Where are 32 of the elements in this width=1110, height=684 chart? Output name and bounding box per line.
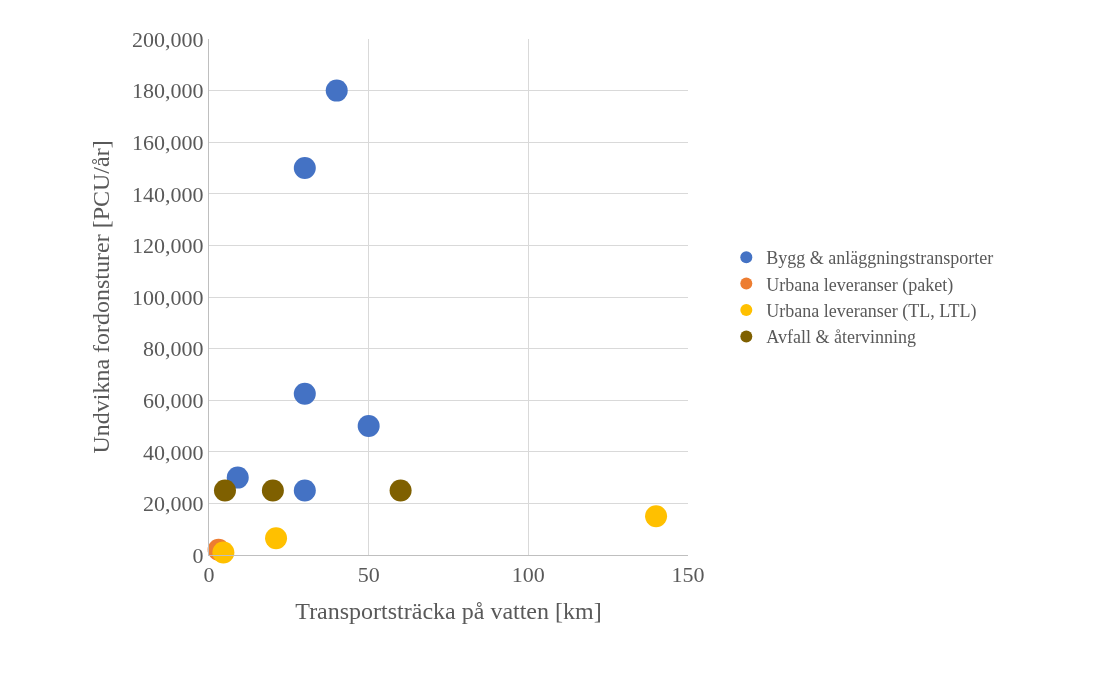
legend-label: Urbana leveranser (paket) — [766, 274, 954, 296]
y-tick-label: 180,000 — [132, 78, 204, 104]
x-axis-title: Transportsträcka på vatten [km] — [295, 597, 602, 624]
point — [265, 527, 288, 550]
legend-label: Urbana leveranser (TL, LTL) — [766, 301, 977, 323]
point — [261, 479, 284, 502]
y-tick-label: 100,000 — [132, 284, 204, 310]
point — [226, 466, 249, 489]
point — [645, 505, 668, 528]
y-tick-label: 120,000 — [132, 233, 204, 259]
point — [213, 479, 236, 502]
legend-label: Bygg & anläggningstransporter — [766, 248, 994, 269]
point — [212, 541, 235, 564]
legend-label: Avfall & återvinning — [766, 327, 916, 348]
y-tick-label: 200,000 — [132, 26, 204, 52]
point — [357, 415, 380, 437]
y-tick-label: 160,000 — [132, 129, 204, 155]
y-tick-label: 140,000 — [132, 181, 204, 207]
point — [325, 79, 348, 102]
x-tick-label: 150 — [671, 562, 705, 588]
point — [389, 479, 412, 502]
y-tick-label: 60,000 — [143, 387, 204, 413]
y-axis-title: Undvikna fordonsturer [PCU/år] — [88, 140, 115, 454]
y-tick-label: 20,000 — [143, 491, 204, 517]
x-tick-label: 100 — [511, 562, 545, 588]
y-tick-label: 40,000 — [143, 439, 204, 465]
y-tick-label: 0 — [192, 542, 204, 568]
x-tick-label: 50 — [357, 562, 380, 588]
point — [293, 479, 316, 502]
point — [293, 382, 316, 405]
point — [293, 157, 316, 179]
y-tick-label: 80,000 — [143, 336, 204, 362]
